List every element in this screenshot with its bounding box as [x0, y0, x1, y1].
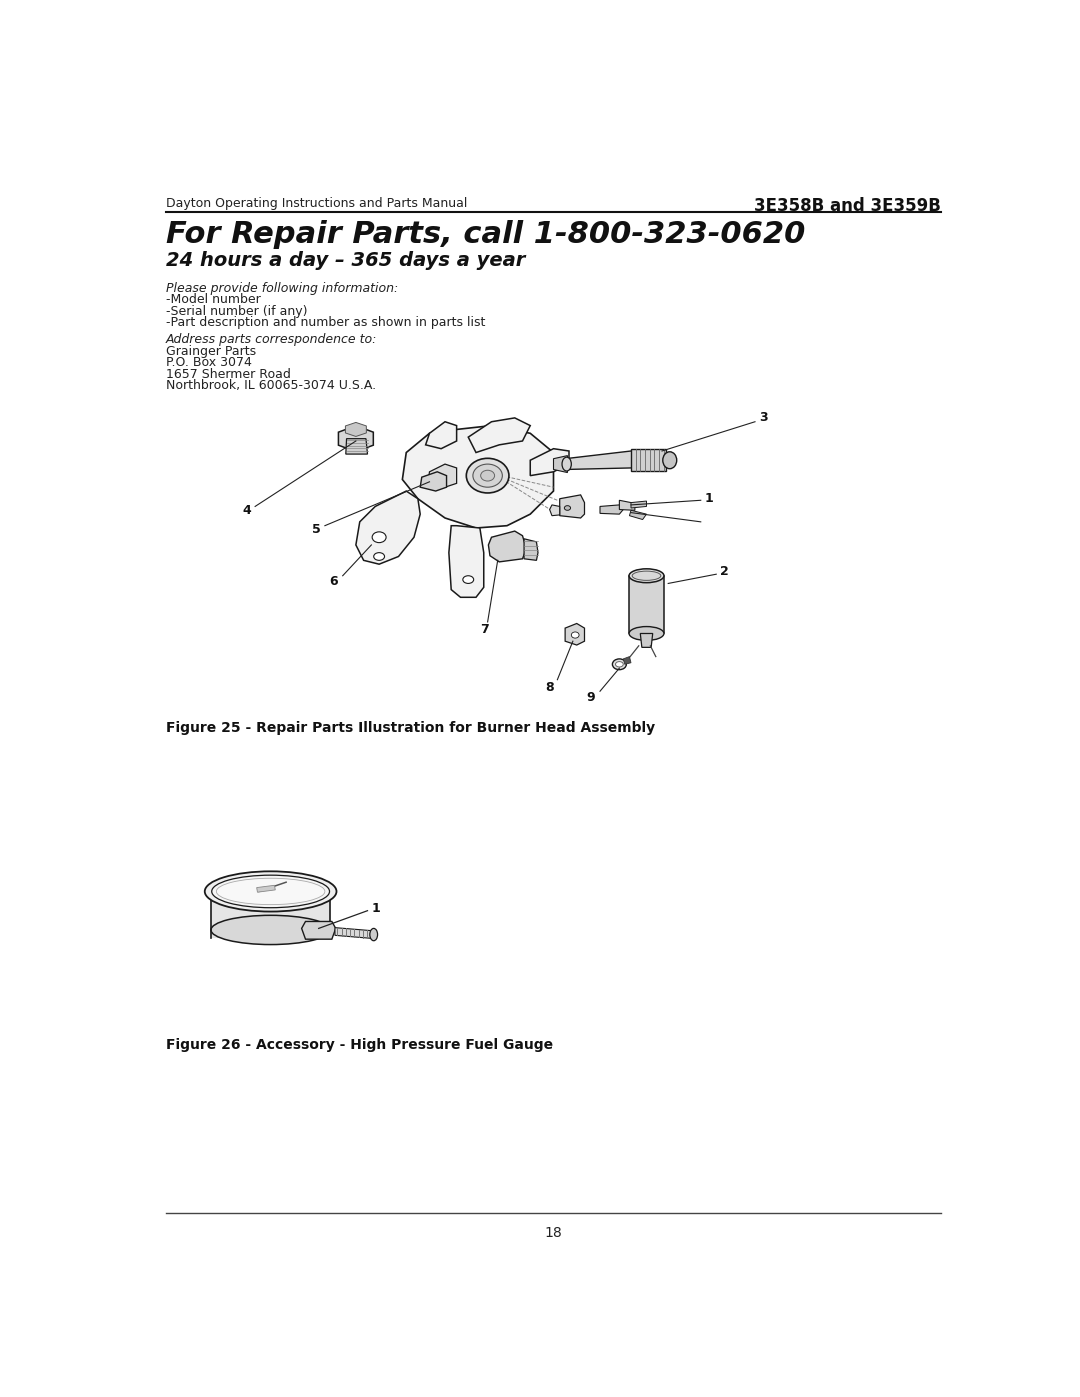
Text: 18: 18	[544, 1227, 563, 1241]
Ellipse shape	[369, 929, 378, 940]
Ellipse shape	[481, 471, 495, 481]
Polygon shape	[600, 504, 623, 514]
Polygon shape	[346, 439, 367, 454]
Ellipse shape	[374, 553, 384, 560]
Text: Address parts correspondence to:: Address parts correspondence to:	[166, 334, 377, 346]
Polygon shape	[623, 657, 631, 665]
Polygon shape	[428, 464, 457, 488]
Polygon shape	[211, 900, 330, 937]
Polygon shape	[524, 539, 538, 560]
Text: 1: 1	[372, 902, 380, 915]
Text: 24 hours a day – 365 days a year: 24 hours a day – 365 days a year	[166, 251, 525, 270]
Polygon shape	[301, 922, 336, 939]
Ellipse shape	[629, 627, 664, 640]
Polygon shape	[640, 633, 652, 647]
Polygon shape	[631, 450, 666, 471]
Polygon shape	[565, 623, 584, 645]
Text: 5: 5	[312, 522, 321, 536]
Polygon shape	[630, 576, 663, 633]
Text: Please provide following information:: Please provide following information:	[166, 282, 399, 295]
Ellipse shape	[629, 569, 664, 583]
Ellipse shape	[562, 457, 571, 471]
Polygon shape	[449, 525, 484, 598]
Text: Figure 25 - Repair Parts Illustration for Burner Head Assembly: Figure 25 - Repair Parts Illustration fo…	[166, 721, 656, 735]
Ellipse shape	[212, 875, 329, 908]
Polygon shape	[554, 455, 567, 472]
Ellipse shape	[211, 915, 330, 944]
Text: 3: 3	[759, 411, 768, 425]
Text: Northbrook, IL 60065-3074 U.S.A.: Northbrook, IL 60065-3074 U.S.A.	[166, 380, 376, 393]
Polygon shape	[630, 510, 647, 520]
Polygon shape	[356, 490, 420, 564]
Text: 7: 7	[480, 623, 488, 636]
Text: 1: 1	[704, 492, 714, 506]
Text: Dayton Operating Instructions and Parts Manual: Dayton Operating Instructions and Parts …	[166, 197, 468, 210]
Ellipse shape	[216, 879, 325, 905]
Polygon shape	[631, 502, 647, 509]
Text: 6: 6	[328, 576, 337, 588]
Text: 9: 9	[586, 692, 595, 704]
Polygon shape	[426, 422, 457, 448]
Text: -Model number: -Model number	[166, 293, 260, 306]
Ellipse shape	[571, 631, 579, 638]
Text: 1657 Shermer Road: 1657 Shermer Road	[166, 367, 291, 381]
Polygon shape	[338, 426, 374, 451]
Polygon shape	[420, 472, 446, 490]
Polygon shape	[403, 426, 554, 528]
Ellipse shape	[467, 458, 509, 493]
Polygon shape	[488, 531, 526, 562]
Text: Grainger Parts: Grainger Parts	[166, 345, 256, 358]
Ellipse shape	[205, 872, 337, 912]
Text: -Part description and number as shown in parts list: -Part description and number as shown in…	[166, 316, 485, 330]
Text: For Repair Parts, call 1-800-323-0620: For Repair Parts, call 1-800-323-0620	[166, 219, 806, 249]
Polygon shape	[550, 504, 559, 515]
Text: 3E358B and 3E359B: 3E358B and 3E359B	[754, 197, 941, 215]
Ellipse shape	[632, 571, 661, 580]
Text: 4: 4	[242, 504, 251, 517]
Ellipse shape	[612, 659, 626, 669]
Polygon shape	[346, 422, 366, 436]
Ellipse shape	[565, 506, 570, 510]
Ellipse shape	[663, 451, 677, 469]
Ellipse shape	[473, 464, 502, 488]
Polygon shape	[335, 928, 373, 939]
Polygon shape	[530, 448, 569, 475]
Polygon shape	[565, 451, 643, 469]
Polygon shape	[257, 886, 275, 893]
Polygon shape	[559, 495, 584, 518]
Ellipse shape	[616, 662, 623, 666]
Text: 2: 2	[720, 566, 729, 578]
Text: -Serial number (if any): -Serial number (if any)	[166, 305, 308, 317]
Text: Figure 26 - Accessory - High Pressure Fuel Gauge: Figure 26 - Accessory - High Pressure Fu…	[166, 1038, 553, 1052]
Ellipse shape	[373, 532, 387, 542]
Text: P.O. Box 3074: P.O. Box 3074	[166, 356, 252, 369]
Polygon shape	[619, 500, 635, 510]
Ellipse shape	[463, 576, 474, 584]
Text: 8: 8	[545, 680, 554, 694]
Polygon shape	[469, 418, 530, 453]
